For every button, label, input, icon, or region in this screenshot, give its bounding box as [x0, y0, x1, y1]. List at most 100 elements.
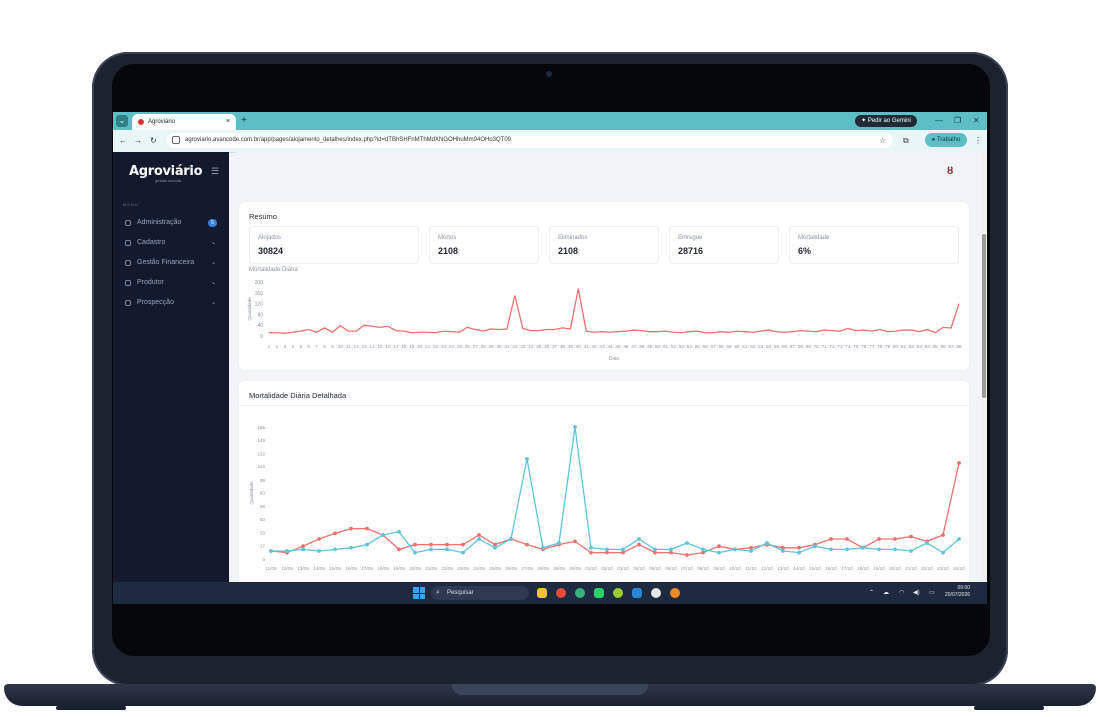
x-tick-label: 61 — [742, 344, 748, 349]
profile-button[interactable]: ● Trabalho — [925, 133, 967, 147]
volume-icon[interactable]: ◀) — [913, 590, 920, 596]
new-tab-button[interactable]: + — [241, 115, 247, 126]
taskbar-search-input[interactable]: ⌕ Pesquisar — [431, 586, 529, 600]
x-tick-label: 16/10 — [825, 566, 837, 571]
menu-section-title: MENU — [123, 202, 139, 207]
site-info-icon[interactable] — [172, 136, 180, 144]
database-icon — [125, 240, 131, 246]
sidebar-item-produtor[interactable]: Produtor ⌄ — [123, 276, 223, 290]
data-point — [397, 547, 401, 552]
reload-icon[interactable]: ↻ — [150, 136, 157, 145]
x-tick-label: 1 — [268, 344, 271, 349]
x-tick-label: 23 — [441, 344, 447, 349]
data-point — [445, 542, 449, 547]
tab-search-icon[interactable]: ⌄ — [116, 115, 128, 127]
url-input[interactable]: agroviario.avancode.com.br/app/pages/alo… — [167, 133, 893, 148]
battery-icon[interactable]: ▭ — [929, 590, 935, 596]
minimize-icon[interactable]: — — [935, 116, 943, 125]
sidebar-item-cadastro[interactable]: Cadastro ⌄ — [123, 236, 223, 250]
x-tick-label: 35 — [536, 344, 542, 349]
x-tick-label: 22/09 — [441, 566, 453, 571]
gemini-button[interactable]: ✦ Pedir ao Gemini — [855, 115, 917, 127]
x-tick-label: 80 — [893, 344, 899, 349]
browser-icon[interactable] — [613, 588, 623, 598]
browser-menu-icon[interactable]: ⋮ — [974, 136, 982, 145]
stat-value: 2108 — [558, 246, 579, 256]
data-point — [333, 531, 337, 536]
app-icon[interactable] — [575, 588, 585, 598]
x-tick-label: 17 — [393, 344, 399, 349]
data-point — [605, 550, 609, 555]
data-point — [557, 541, 561, 545]
stat-label: Eliminados — [558, 235, 588, 241]
scrollbar-thumb[interactable] — [982, 234, 986, 398]
cloud-icon[interactable]: ☁ — [883, 590, 889, 596]
browser-tab[interactable]: Agroviário × — [132, 114, 236, 130]
x-tick-label: 12/10 — [761, 566, 773, 571]
x-tick-label: 19/10 — [873, 566, 885, 571]
data-point — [717, 544, 721, 549]
x-tick-label: 20/10 — [889, 566, 901, 571]
x-tick-label: 34 — [528, 344, 534, 349]
x-tick-label: 20 — [417, 344, 423, 349]
x-tick-label: 7 — [315, 344, 318, 349]
data-point — [797, 545, 801, 550]
windows-start-icon[interactable] — [413, 587, 425, 599]
whatsapp-icon[interactable] — [594, 588, 604, 598]
data-point — [781, 545, 785, 550]
x-tick-label: 77 — [869, 344, 875, 349]
extensions-icon[interactable]: ⧉ — [903, 136, 909, 145]
github-icon[interactable] — [651, 588, 661, 598]
y-tick-label: 66 — [260, 504, 266, 509]
chevron-down-icon: ⌄ — [211, 260, 217, 266]
laptop-hinge — [452, 684, 648, 695]
forward-icon[interactable]: → — [134, 136, 142, 145]
data-point — [653, 550, 657, 555]
chevron-up-icon[interactable]: ⌃ — [869, 590, 875, 596]
restore-icon[interactable]: ❐ — [954, 116, 962, 125]
y-tick-label: 132 — [257, 451, 265, 456]
x-tick-label: 46 — [623, 344, 629, 349]
data-point — [477, 537, 481, 541]
x-tick-label: 4 — [292, 344, 295, 349]
file-explorer-icon[interactable] — [537, 588, 547, 598]
data-point — [365, 542, 369, 547]
database-icon — [125, 300, 131, 306]
x-tick-label: 14/09 — [313, 566, 325, 571]
data-point — [573, 425, 577, 429]
stat-value: 6% — [798, 246, 812, 256]
x-tick-label: 06/10 — [665, 566, 677, 571]
x-tick-label: 75 — [853, 344, 859, 349]
y-tick-label: 160 — [255, 291, 264, 297]
tab-close-icon[interactable]: × — [225, 118, 230, 125]
app-logo[interactable]: Agroviário — [129, 164, 203, 179]
vscode-icon[interactable] — [632, 588, 642, 598]
wifi-icon[interactable]: ◠ — [899, 590, 905, 596]
x-tick-label: 11/09 — [265, 566, 277, 571]
sparkle-icon: ✦ — [861, 118, 868, 124]
x-tick-label: 51 — [663, 344, 669, 349]
close-window-icon[interactable]: ✕ — [973, 116, 980, 125]
app-icon[interactable] — [670, 588, 680, 598]
user-logo-icon[interactable]: ȣ — [947, 166, 954, 177]
data-point — [493, 542, 497, 547]
x-tick-label: 2 — [276, 344, 279, 349]
x-tick-label: 40 — [576, 344, 582, 349]
sidebar-item-prospeccao[interactable]: Prospecção ⌄ — [123, 296, 223, 310]
series-line — [270, 462, 960, 556]
chrome-icon[interactable] — [556, 588, 566, 598]
back-icon[interactable]: ← — [119, 136, 127, 145]
data-point — [909, 534, 913, 539]
main-content: ȣ Resumo Alojados 30824 Mortos 2108 Elim… — [229, 152, 981, 582]
x-tick-label: 82 — [909, 344, 915, 349]
sidebar-item-gestao-financeira[interactable]: Gestão Financeira ⌄ — [123, 256, 223, 270]
x-tick-label: 18/10 — [857, 566, 869, 571]
hamburger-menu-icon[interactable]: ☰ — [211, 166, 220, 176]
data-point — [413, 550, 417, 555]
bookmark-star-icon[interactable]: ☆ — [879, 136, 887, 145]
y-axis-label: Quantidade — [249, 481, 254, 505]
camera-notch — [490, 64, 610, 94]
sidebar-item-administracao[interactable]: Administração 5 — [123, 216, 223, 230]
taskbar-clock[interactable]: 09:00 20/07/2026 — [945, 585, 970, 599]
